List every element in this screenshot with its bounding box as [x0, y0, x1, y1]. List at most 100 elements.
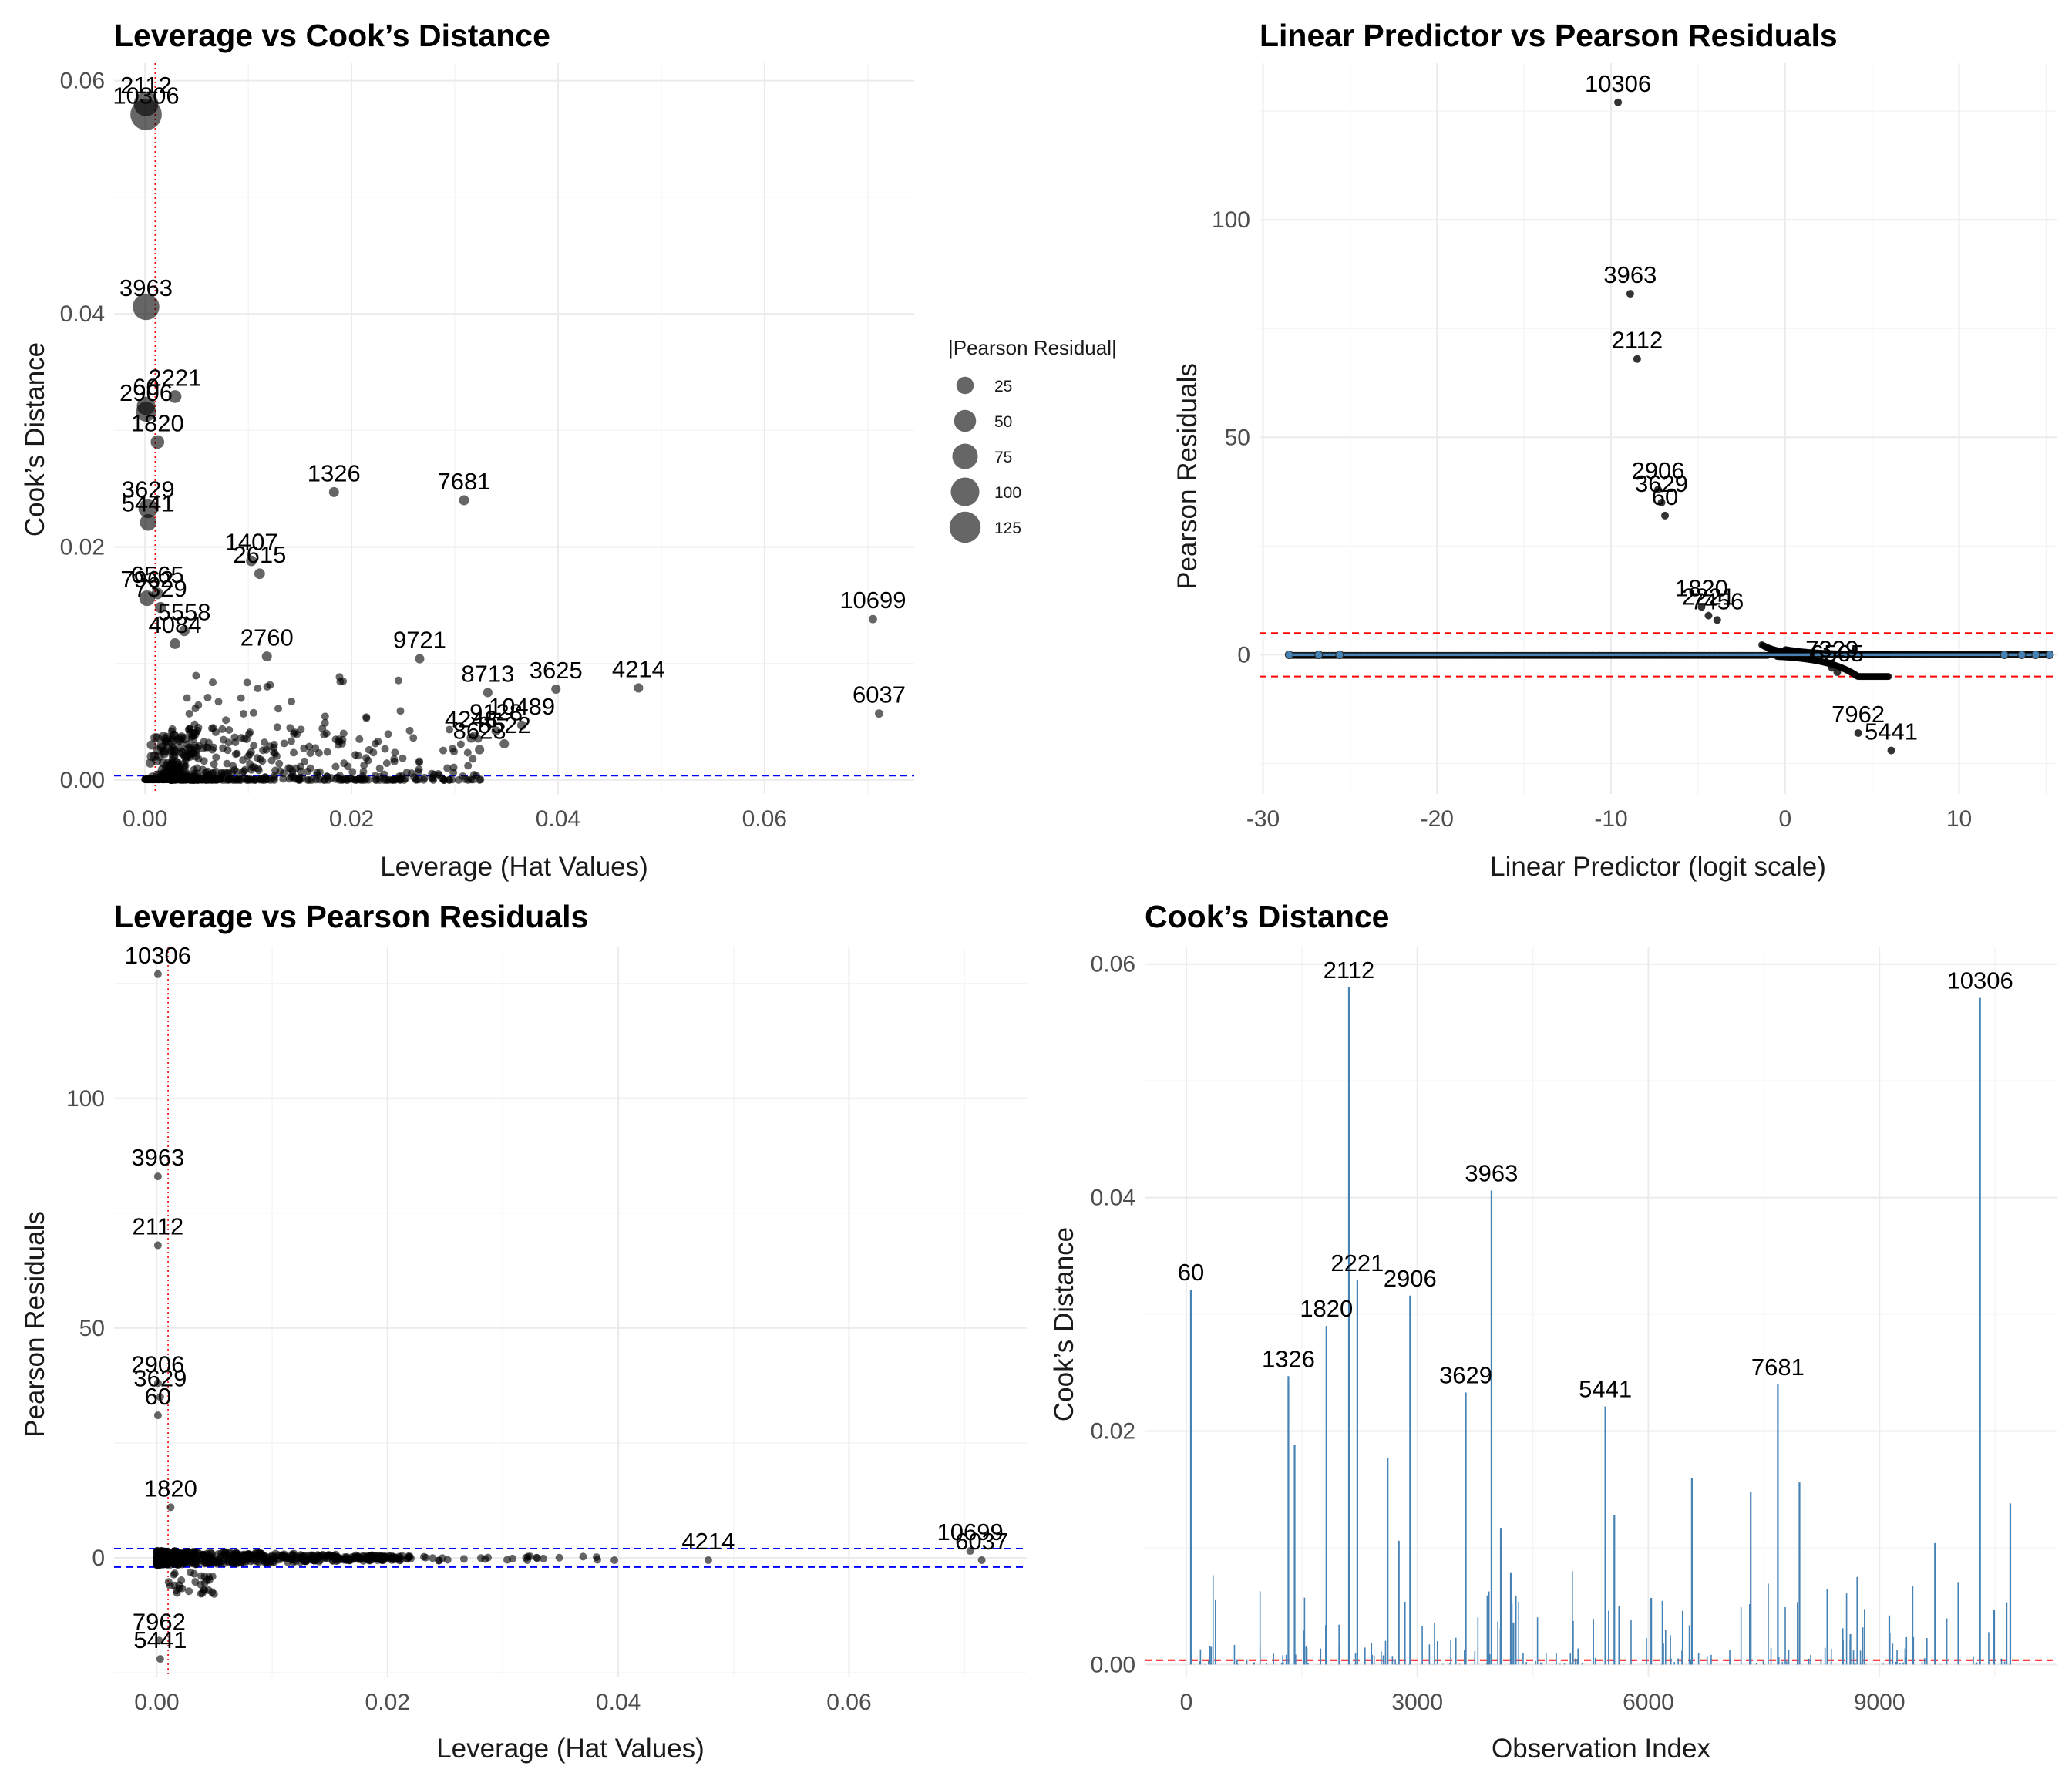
data-point: [247, 765, 256, 774]
data-point: [395, 1556, 404, 1565]
labeled-data-point: [261, 651, 272, 662]
labeled-data-point: [140, 513, 156, 531]
data-point: [331, 762, 340, 771]
data-point: [428, 769, 436, 778]
data-point: [362, 754, 371, 762]
data-point: [230, 775, 238, 784]
data-point: [291, 728, 299, 737]
labeled-data-point: [153, 1379, 162, 1388]
data-point: [323, 748, 331, 756]
data-point: [190, 729, 200, 739]
data-point: [1885, 673, 1892, 681]
data-point: [374, 737, 382, 745]
edge-point: [2017, 650, 2027, 659]
data-point: [439, 746, 448, 755]
legend-size-label: 100: [994, 484, 1021, 502]
data-point: [231, 750, 240, 758]
y-tick-label: 0.00: [60, 768, 105, 793]
x-axis-title: Observation Index: [1492, 1734, 1711, 1764]
point-label: 3629: [122, 476, 175, 503]
data-point: [236, 1558, 244, 1566]
data-point: [271, 766, 280, 775]
bar-label: 2906: [1384, 1265, 1437, 1292]
data-point: [348, 768, 357, 776]
data-point: [261, 1559, 269, 1567]
labeled-data-point: [170, 638, 180, 649]
labeled-data-point: [153, 970, 162, 978]
point-label: 5558: [158, 598, 211, 625]
x-tick-label: -10: [1594, 806, 1627, 832]
data-point: [466, 775, 475, 784]
data-point: [288, 697, 296, 705]
y-axis-title: Pearson Residuals: [1172, 363, 1202, 590]
data-point: [172, 758, 182, 768]
data-point: [284, 1558, 292, 1566]
point-label: 7962: [120, 566, 173, 593]
labeled-data-point: [1704, 611, 1713, 620]
legend-title: |Pearson Residual|: [948, 336, 1117, 359]
point-label: 10306: [113, 82, 179, 109]
data-point: [207, 775, 216, 784]
labeled-data-point: [179, 625, 190, 637]
point-label: 6565: [131, 561, 184, 588]
data-point: [222, 716, 230, 725]
data-point: [172, 1553, 180, 1562]
point-label: 5441: [133, 1626, 187, 1653]
bar-label: 5441: [1579, 1376, 1632, 1403]
point-label: 9721: [393, 627, 446, 654]
data-point: [160, 745, 170, 755]
point-label: 1820: [144, 1475, 197, 1502]
x-tick-label: 0.06: [742, 806, 787, 832]
data-point: [180, 763, 188, 772]
legend-size-label: 25: [994, 378, 1012, 395]
data-point: [331, 775, 340, 783]
point-label: 6565: [1811, 640, 1864, 667]
point-label: 2760: [240, 624, 294, 651]
labeled-data-point: [156, 1393, 164, 1401]
data-point: [306, 764, 314, 772]
data-point: [168, 743, 178, 753]
legend-size-key: [950, 477, 980, 506]
data-point: [224, 1555, 232, 1563]
data-point: [346, 774, 355, 782]
data-point: [336, 678, 345, 686]
data-point: [382, 759, 391, 768]
x-tick-label: 9000: [1854, 1690, 1906, 1715]
point-label: 7329: [1805, 635, 1858, 662]
data-point: [254, 684, 262, 693]
data-point: [420, 773, 429, 782]
point-label: 3963: [1603, 261, 1657, 288]
data-point: [379, 1554, 388, 1562]
x-tick-label: 0.04: [596, 1690, 641, 1715]
data-point: [384, 730, 392, 738]
chart-title: Cook’s Distance: [1145, 899, 1389, 934]
point-label: 60: [145, 1383, 171, 1410]
data-point: [381, 745, 389, 753]
data-point: [190, 751, 200, 761]
data-point: [272, 752, 281, 760]
data-point: [183, 775, 191, 784]
data-point: [243, 678, 251, 687]
data-point: [459, 1555, 468, 1563]
edge-point: [1314, 650, 1324, 659]
labeled-data-point: [155, 601, 166, 614]
y-tick-label: 0.04: [1091, 1186, 1135, 1211]
data-point: [224, 769, 233, 777]
data-point: [191, 1578, 200, 1586]
data-point: [321, 718, 329, 727]
data-point: [181, 756, 190, 765]
point-label: 9128: [469, 698, 523, 725]
data-point: [258, 757, 267, 765]
labeled-data-point: [1833, 668, 1842, 676]
point-label: 2112: [133, 1213, 184, 1240]
labeled-data-point: [1657, 498, 1666, 506]
data-point: [221, 1548, 230, 1556]
x-tick-label: 0.02: [365, 1690, 410, 1715]
point-label: 1820: [1675, 574, 1728, 601]
point-label: 5441: [1865, 718, 1918, 745]
data-point: [415, 757, 423, 765]
legend-size-key: [949, 511, 981, 543]
point-label: 4214: [681, 1528, 735, 1555]
data-point: [219, 735, 227, 744]
labeled-data-point: [254, 568, 265, 580]
